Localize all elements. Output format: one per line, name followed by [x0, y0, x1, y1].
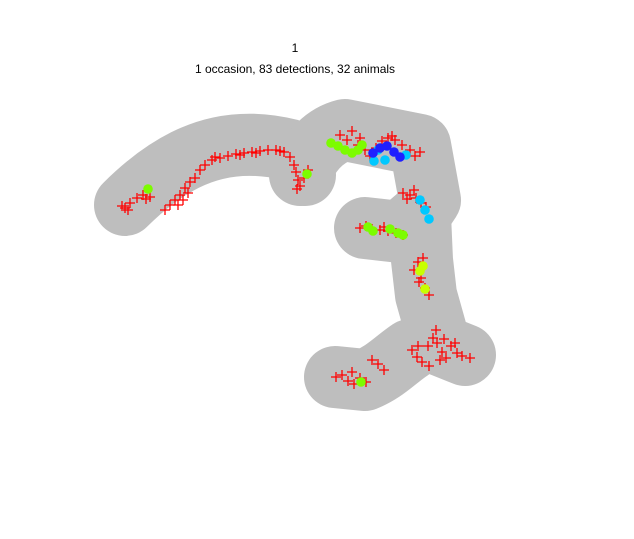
trap-marker-west-arc-5	[145, 192, 155, 202]
detection-point-green-4	[333, 141, 343, 151]
trap-marker-north-arc-7	[190, 173, 200, 183]
detection-point-cyan-3	[415, 195, 425, 205]
trap-marker-ne-cluster-13	[410, 151, 420, 161]
trap-marker-se-cluster-15	[439, 334, 449, 344]
trap-marker-se-cluster-12	[465, 353, 475, 363]
trap-marker-ne-cluster-1	[335, 130, 345, 140]
trap-marker-se-cluster-7	[437, 347, 447, 357]
trap-marker-south-cluster-3	[343, 376, 353, 386]
trap-marker-south-cluster-2	[337, 370, 347, 380]
detection-markers	[143, 138, 434, 387]
detection-point-green-1	[143, 184, 153, 194]
detection-point-blue-1	[368, 148, 378, 158]
trap-marker-north-arc-31	[235, 150, 245, 160]
detection-point-yellow_green-2	[418, 261, 428, 271]
detection-point-green-10	[368, 226, 378, 236]
trap-marker-se-cluster-13	[431, 325, 441, 335]
trap-marker-north-arc-15	[247, 147, 257, 157]
trap-marker-north-arc-14	[239, 148, 249, 158]
trap-marker-se-cluster-1	[407, 345, 417, 355]
trap-marker-north-arc-28	[178, 195, 188, 205]
trap-marker-ne-cluster-15	[387, 131, 397, 141]
trap-marker-se-cluster-11	[457, 351, 467, 361]
trap-marker-se-cluster-5	[428, 333, 438, 343]
detection-point-green-13	[398, 230, 408, 240]
trap-marker-west-arc-7	[117, 201, 127, 211]
trap-marker-se-cluster-2	[412, 352, 422, 362]
trap-marker-north-arc-23	[293, 175, 303, 185]
trap-marker-ne-cluster-14	[415, 147, 425, 157]
trap-marker-south-cluster-9	[379, 365, 389, 375]
trap-marker-north-arc-16	[255, 146, 265, 156]
trap-marker-se-cluster-8	[441, 353, 451, 363]
trap-marker-south-cluster-10	[347, 367, 357, 377]
trap-marker-se-cluster-6	[432, 338, 442, 348]
trap-marker-south-cluster-8	[373, 359, 383, 369]
trap-marker-ne-cluster-3	[347, 126, 357, 136]
trap-marker-se-cluster-17	[450, 338, 460, 348]
detection-point-cyan-2	[369, 156, 379, 166]
trap-marker-north-arc-11	[215, 153, 225, 163]
trap-marker-north-arc-12	[223, 151, 233, 161]
detection-point-blue-5	[395, 152, 405, 162]
trap-marker-north-arc-8	[195, 165, 205, 175]
chart-title: 1	[291, 41, 299, 55]
trap-marker-se-cluster-16	[413, 341, 423, 351]
trap-marker-south-cluster-7	[367, 355, 377, 365]
chart-subtitle: 1 occasion, 83 detections, 32 animals	[194, 62, 396, 76]
trap-marker-west-arc-8	[141, 194, 151, 204]
trap-marker-north-arc-29	[183, 188, 193, 198]
trap-marker-north-arc-21	[289, 160, 299, 170]
trap-marker-north-arc-27	[173, 200, 183, 210]
trap-marker-ne-cluster-2	[342, 135, 352, 145]
trap-marker-north-arc-30	[210, 152, 220, 162]
trap-marker-south-cluster-1	[331, 372, 341, 382]
trap-marker-north-arc-13	[231, 149, 241, 159]
trap-marker-north-arc-22	[291, 167, 301, 177]
trap-marker-north-arc-20	[285, 152, 295, 162]
trap-marker-north-arc-6	[185, 177, 195, 187]
trap-marker-west-arc-6	[123, 205, 133, 215]
trap-marker-north-arc-32	[251, 148, 261, 158]
trap-marker-descent-6	[414, 277, 424, 287]
trap-marker-se-cluster-4	[423, 341, 433, 351]
detection-point-cyan-5	[424, 214, 434, 224]
trap-marker-east-cluster-6	[409, 185, 419, 195]
detection-point-yellow_green-3	[420, 284, 430, 294]
trap-marker-west-arc-3	[132, 193, 142, 203]
trap-marker-east-cluster-7	[402, 194, 412, 204]
trap-marker-descent-5	[424, 290, 434, 300]
trap-marker-north-arc-18	[271, 145, 281, 155]
trap-marker-north-arc-33	[275, 146, 285, 156]
detection-point-cyan-1	[380, 155, 390, 165]
trap-marker-se-cluster-14	[424, 361, 434, 371]
trap-marker-north-arc-19	[279, 147, 289, 157]
trap-marker-west-arc-2	[125, 198, 135, 208]
trap-marker-se-cluster-3	[417, 357, 427, 367]
trap-marker-east-cluster-1	[398, 188, 408, 198]
detection-point-green-14	[356, 377, 366, 387]
trap-marker-north-arc-34	[292, 184, 302, 194]
detection-point-green-8	[357, 140, 367, 150]
detection-point-blue-3	[382, 141, 392, 151]
trap-marker-ne-cluster-11	[397, 140, 407, 150]
habitat-mask	[94, 99, 496, 411]
detection-point-green-2	[302, 169, 312, 179]
trap-marker-north-arc-1	[160, 205, 170, 215]
trap-marker-se-cluster-18	[435, 355, 445, 365]
trap-marker-north-arc-9	[200, 160, 210, 170]
detection-point-cyan-4	[420, 205, 430, 215]
detection-point-green-11	[385, 224, 395, 234]
